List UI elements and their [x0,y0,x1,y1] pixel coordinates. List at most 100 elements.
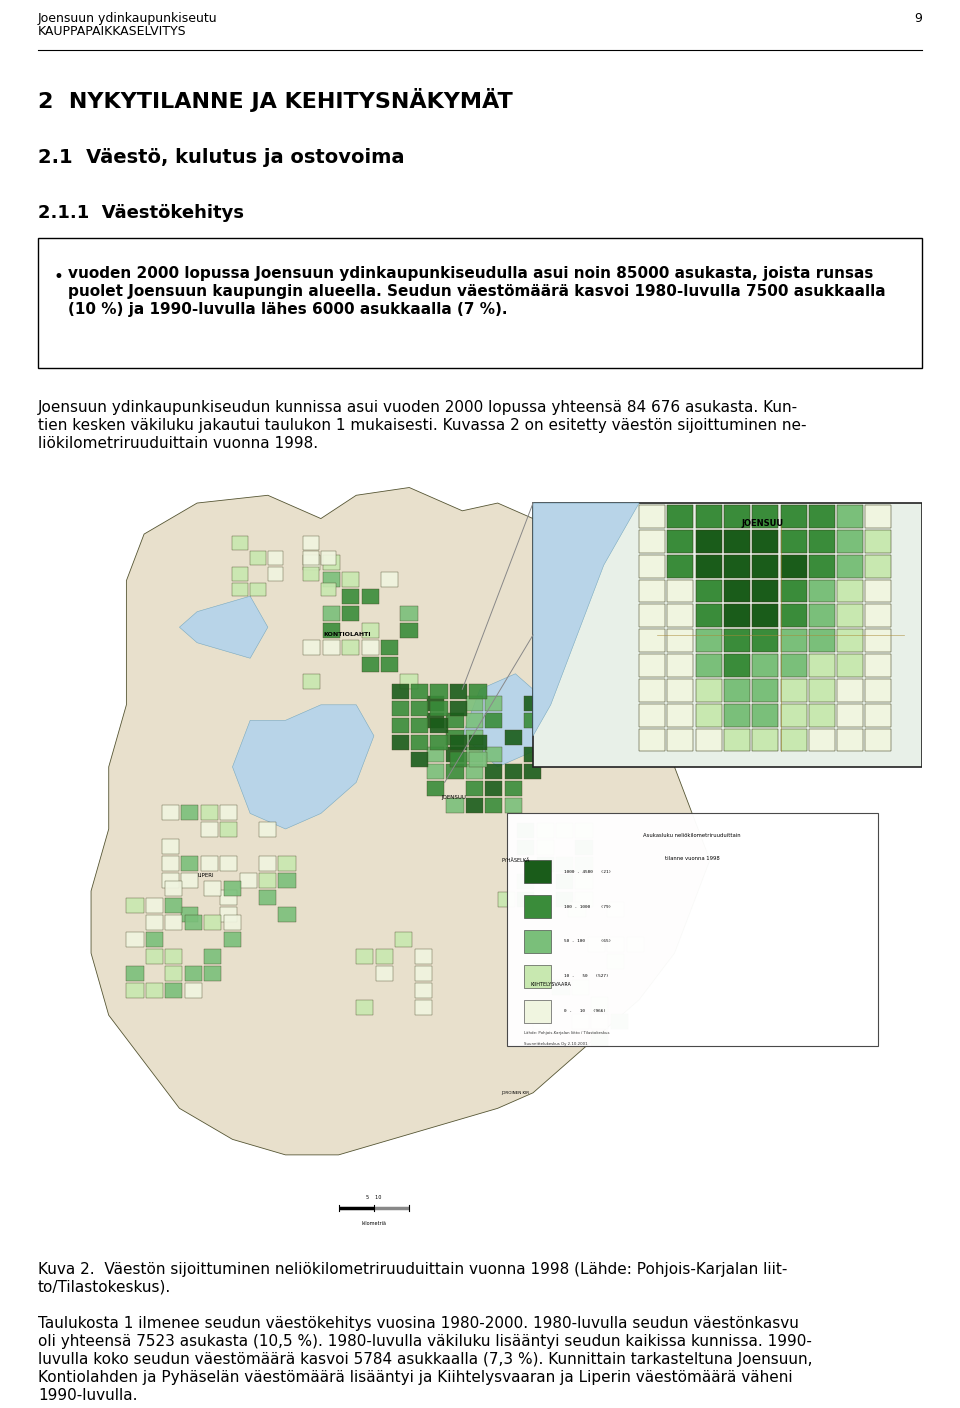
Bar [524,748,541,762]
Bar [392,718,409,732]
Text: 2  NYKYTILANNE JA KEHITYSNÄKYMÄT: 2 NYKYTILANNE JA KEHITYSNÄKYMÄT [38,87,513,113]
Bar [696,529,722,553]
Bar [724,655,750,677]
Bar [809,629,835,652]
Text: to/Tilastokeskus).: to/Tilastokeskus). [38,1280,171,1295]
Bar [427,748,444,762]
Bar [466,748,483,762]
Bar [865,655,892,677]
Bar [232,536,248,549]
Bar [780,555,806,577]
Bar [362,624,378,638]
Bar [809,704,835,727]
Bar [486,798,502,814]
Bar [780,529,806,553]
Text: 5    10: 5 10 [366,1195,382,1200]
Bar [466,712,483,728]
Bar [161,856,179,872]
FancyBboxPatch shape [533,503,922,767]
Bar [427,712,444,728]
Text: 9: 9 [914,13,922,25]
Bar [224,932,241,948]
Bar [323,555,340,570]
Bar [356,1000,373,1015]
Bar [323,624,340,638]
Bar [667,505,693,528]
Bar [753,555,779,577]
Text: JOENSUU: JOENSUU [441,796,466,800]
Bar [204,880,222,895]
Bar [303,536,319,549]
Bar [809,655,835,677]
Bar [865,580,892,603]
Bar [430,718,447,732]
Bar [809,505,835,528]
Bar [392,701,409,715]
Bar [533,963,550,979]
Bar [342,572,359,587]
Bar [224,880,241,895]
Bar [724,629,750,652]
Bar [639,679,665,701]
Bar [639,580,665,603]
Bar [392,735,409,750]
Text: vuoden 2000 lopussa Joensuun ydinkaupunkiseudulla asui noin 85000 asukasta, jois: vuoden 2000 lopussa Joensuun ydinkaupunk… [68,266,874,282]
Bar [181,907,199,922]
Bar [268,552,283,565]
Bar [127,966,143,981]
Bar [696,555,722,577]
Bar [572,1014,589,1029]
Bar [696,580,722,603]
Bar [497,891,515,907]
Bar [753,604,779,627]
Bar [591,997,609,1012]
Bar [724,679,750,701]
Text: 50 - 100      (65): 50 - 100 (65) [564,939,612,943]
Bar [667,704,693,727]
Bar [556,857,573,873]
Bar [809,555,835,577]
Bar [342,589,359,604]
Bar [837,604,863,627]
Bar [450,701,468,715]
Bar [400,624,418,638]
Bar [411,683,428,698]
Polygon shape [463,674,551,767]
Bar [342,641,359,655]
Text: PYHÄSELKÄ: PYHÄSELKÄ [501,857,530,863]
Bar [232,567,248,580]
Bar [837,655,863,677]
Bar [639,704,665,727]
Bar [321,552,336,565]
Bar [556,874,573,890]
Bar [837,728,863,752]
Text: tien kesken väkiluku jakautui taulukon 1 mukaisesti. Kuvassa 2 on esitetty väest: tien kesken väkiluku jakautui taulukon 1… [38,418,806,434]
Bar [724,505,750,528]
Bar [524,860,551,883]
Polygon shape [180,596,268,659]
Bar [524,895,551,918]
Text: Suunnittelukeskus Oy 2.10.2001: Suunnittelukeskus Oy 2.10.2001 [524,1042,588,1046]
Text: JOENSUU: JOENSUU [742,518,784,528]
Bar [450,752,468,767]
Text: Lähde: Pohjois-Karjalan liitto / Tilastokeskus: Lähde: Pohjois-Karjalan liitto / Tilasto… [524,1031,610,1035]
Bar [375,966,393,981]
Bar [809,679,835,701]
Bar [575,874,592,890]
Text: tilanne vuonna 1998: tilanne vuonna 1998 [664,856,720,862]
Bar [469,752,487,767]
Bar [381,658,398,672]
Bar [204,949,222,964]
Bar [753,655,779,677]
Bar [278,856,296,872]
Bar [396,932,412,948]
Bar [865,505,892,528]
Bar [524,696,541,711]
Text: 2.1  Väestö, kulutus ja ostovoima: 2.1 Väestö, kulutus ja ostovoima [38,148,404,168]
Bar [575,857,592,873]
Bar [381,641,398,655]
Bar [696,629,722,652]
Bar [837,529,863,553]
Bar [780,704,806,727]
Bar [446,748,464,762]
